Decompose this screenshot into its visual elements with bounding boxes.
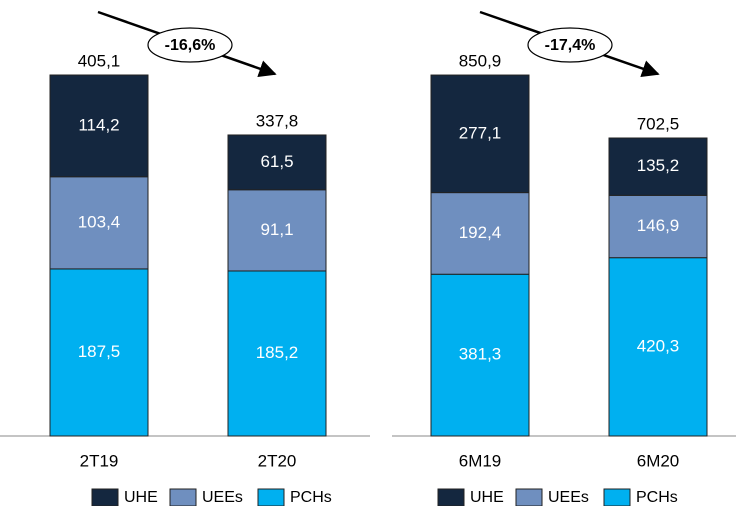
- legend-swatch: [515, 488, 543, 506]
- legend-label: PCHs: [636, 489, 678, 506]
- bar-segment: [608, 194, 708, 259]
- value-label: 277,1: [459, 123, 502, 142]
- bar-segment: [227, 134, 327, 191]
- legend-label: UHE: [124, 489, 158, 506]
- total-label: 850,9: [459, 51, 502, 70]
- legend-swatch: [169, 488, 197, 506]
- legend-swatch: [257, 488, 285, 506]
- bar-segment: [430, 74, 530, 194]
- bar-segment: [608, 137, 708, 196]
- x-tick-label: 2T19: [80, 451, 119, 470]
- annotation: -17,4%: [545, 37, 596, 54]
- bar-segment: [227, 270, 327, 437]
- value-label: 381,3: [459, 345, 502, 364]
- value-label: 103,4: [78, 212, 121, 231]
- value-label: 61,5: [260, 152, 293, 171]
- legend-swatch: [91, 488, 119, 506]
- value-label: 114,2: [78, 115, 119, 134]
- bar-segment: [49, 268, 149, 437]
- x-tick-label: 6M19: [459, 451, 502, 470]
- bar-segment: [49, 176, 149, 270]
- x-tick-label: 2T20: [258, 451, 297, 470]
- annotation-bubble: [147, 27, 233, 63]
- legend-label: UEEs: [548, 489, 589, 506]
- x-tick-label: 6M20: [637, 451, 680, 470]
- legend-label: UEEs: [202, 489, 243, 506]
- total-label: 337,8: [256, 111, 299, 130]
- legend-label: UHE: [470, 489, 504, 506]
- value-label: 91,1: [260, 220, 293, 239]
- value-label: 185,2: [256, 343, 299, 362]
- total-label: 702,5: [637, 114, 680, 133]
- annotation: -16,6%: [165, 37, 216, 54]
- value-label: 146,9: [637, 216, 680, 235]
- bar-segment: [430, 273, 530, 437]
- bar-segment: [608, 257, 708, 437]
- bar-segment: [227, 189, 327, 272]
- bar-segment: [430, 192, 530, 275]
- legend-swatch: [603, 488, 631, 506]
- legend-swatch: [437, 488, 465, 506]
- value-label: 187,5: [78, 342, 121, 361]
- value-label: 420,3: [637, 336, 680, 355]
- value-label: 192,4: [459, 223, 502, 242]
- bar-segment: [49, 74, 149, 178]
- total-label: 405,1: [78, 51, 121, 70]
- annotation-bubble: [527, 27, 613, 63]
- legend-label: PCHs: [290, 489, 332, 506]
- value-label: 135,2: [637, 156, 680, 175]
